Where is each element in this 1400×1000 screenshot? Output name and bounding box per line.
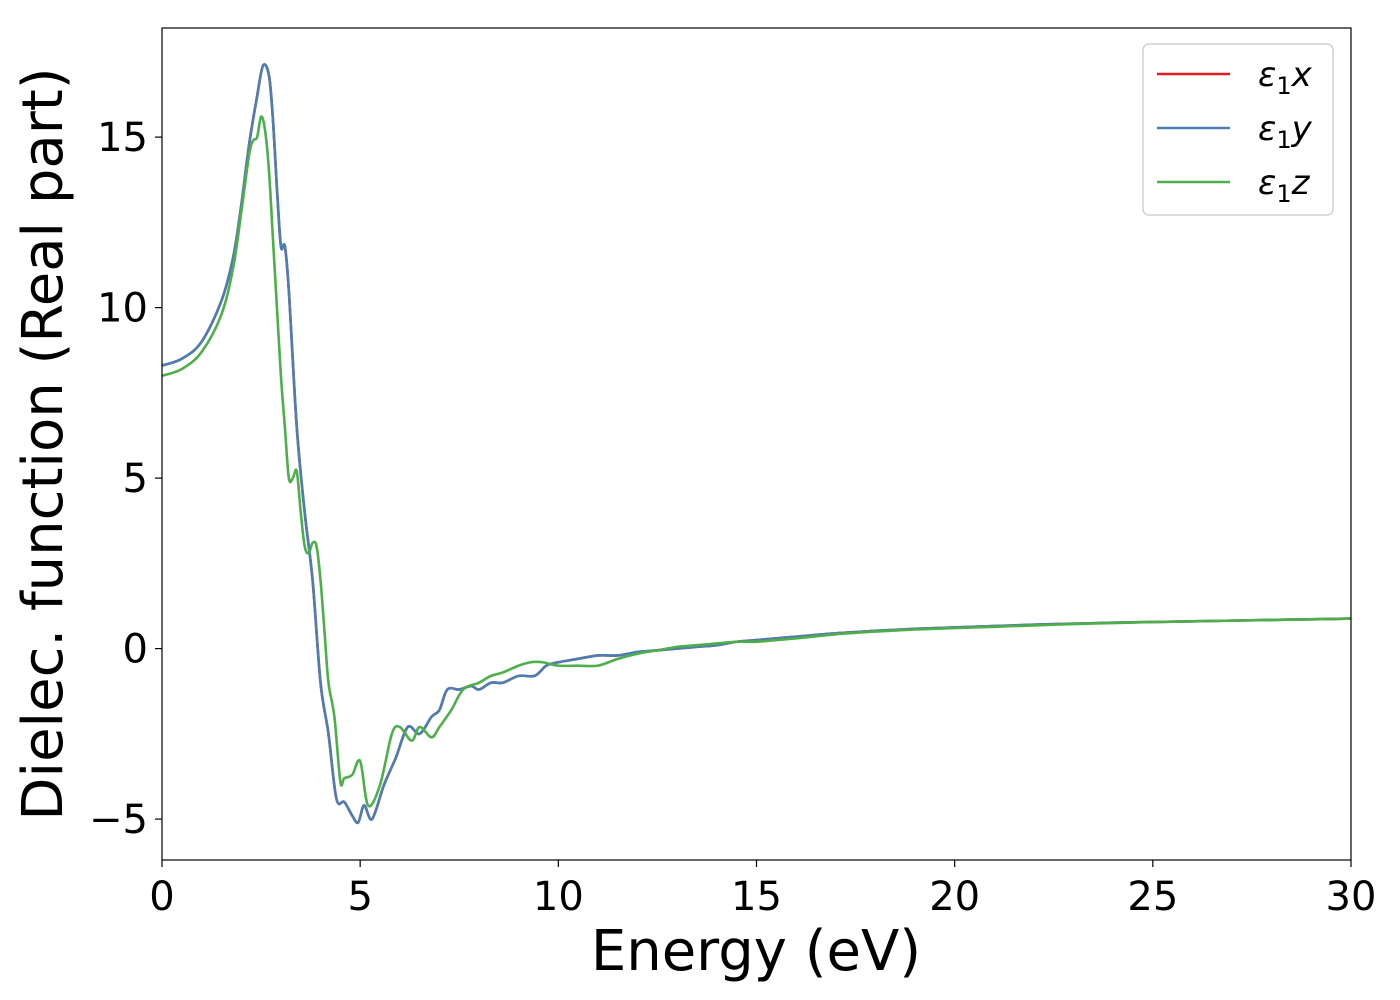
x-tick-label: 5 <box>347 874 372 920</box>
series-line-z <box>161 115 1352 808</box>
x-tick-label: 20 <box>929 874 980 920</box>
x-tick-label: 15 <box>731 874 782 920</box>
x-axis-ticks: 0 5 10 15 20 25 30 <box>149 860 1376 920</box>
y-tick-label: −5 <box>89 797 148 843</box>
y-tick-label: 10 <box>97 286 148 332</box>
legend: ε1x ε1y ε1z <box>1142 43 1334 216</box>
y-axis-label: Dielec. function (Real part) <box>11 67 76 820</box>
x-axis-label: Energy (eV) <box>591 919 921 984</box>
y-tick-label: 5 <box>123 456 148 502</box>
y-axis-ticks: −5 0 5 10 15 <box>89 115 162 843</box>
legend-label-y: ε1y <box>1258 109 1313 154</box>
legend-frame <box>1142 43 1334 216</box>
x-tick-label: 0 <box>149 874 174 920</box>
y-tick-label: 0 <box>123 627 148 673</box>
legend-label-z: ε1z <box>1258 163 1311 208</box>
y-tick-label: 15 <box>97 115 148 161</box>
x-tick-label: 25 <box>1127 874 1178 920</box>
x-tick-label: 30 <box>1326 874 1377 920</box>
legend-label-x: ε1x <box>1258 55 1313 100</box>
x-tick-label: 10 <box>533 874 584 920</box>
series-layer <box>161 63 1352 825</box>
